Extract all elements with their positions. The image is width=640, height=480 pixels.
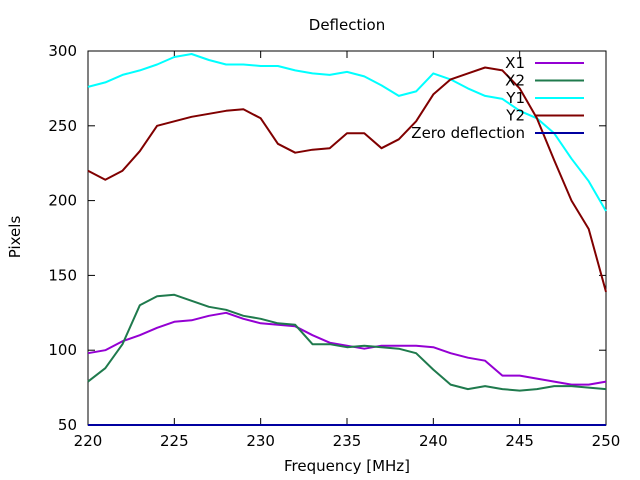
series-line-x1 <box>87 311 607 386</box>
legend-label-y1: Y1 <box>505 89 525 107</box>
x-tick-label: 240 <box>419 432 448 450</box>
y-tick-label: 100 <box>48 341 77 359</box>
y-tick-label: 250 <box>48 117 77 135</box>
x-tick-label: 250 <box>592 432 621 450</box>
chart-title: Deflection <box>309 16 385 34</box>
x-tick-label: 225 <box>160 432 189 450</box>
series-line-y2 <box>87 66 607 293</box>
x-tick-label: 220 <box>74 432 103 450</box>
legend-label-y2: Y2 <box>505 107 525 125</box>
legend-label-x1: X1 <box>505 54 525 72</box>
plot-frame <box>87 50 607 426</box>
y-tick-label: 50 <box>58 416 77 434</box>
series-line-y1 <box>87 53 607 212</box>
legend-label-x2: X2 <box>505 72 525 90</box>
y-tick-label: 150 <box>48 266 77 284</box>
x-axis-title: Frequency [MHz] <box>284 457 410 475</box>
x-tick-label: 230 <box>246 432 275 450</box>
y-tick-label: 300 <box>48 42 77 60</box>
legend-label-zero-deflection: Zero deflection <box>411 124 525 142</box>
y-tick-label: 200 <box>48 192 77 210</box>
plot-area: 220 225 230 235 240 245 250 50 100 150 200 250 300 <box>48 42 620 450</box>
series-line-x2 <box>87 293 607 392</box>
x-tick-label: 245 <box>505 432 534 450</box>
y-axis-title: Pixels <box>6 216 24 259</box>
x-tick-label: 235 <box>333 432 362 450</box>
